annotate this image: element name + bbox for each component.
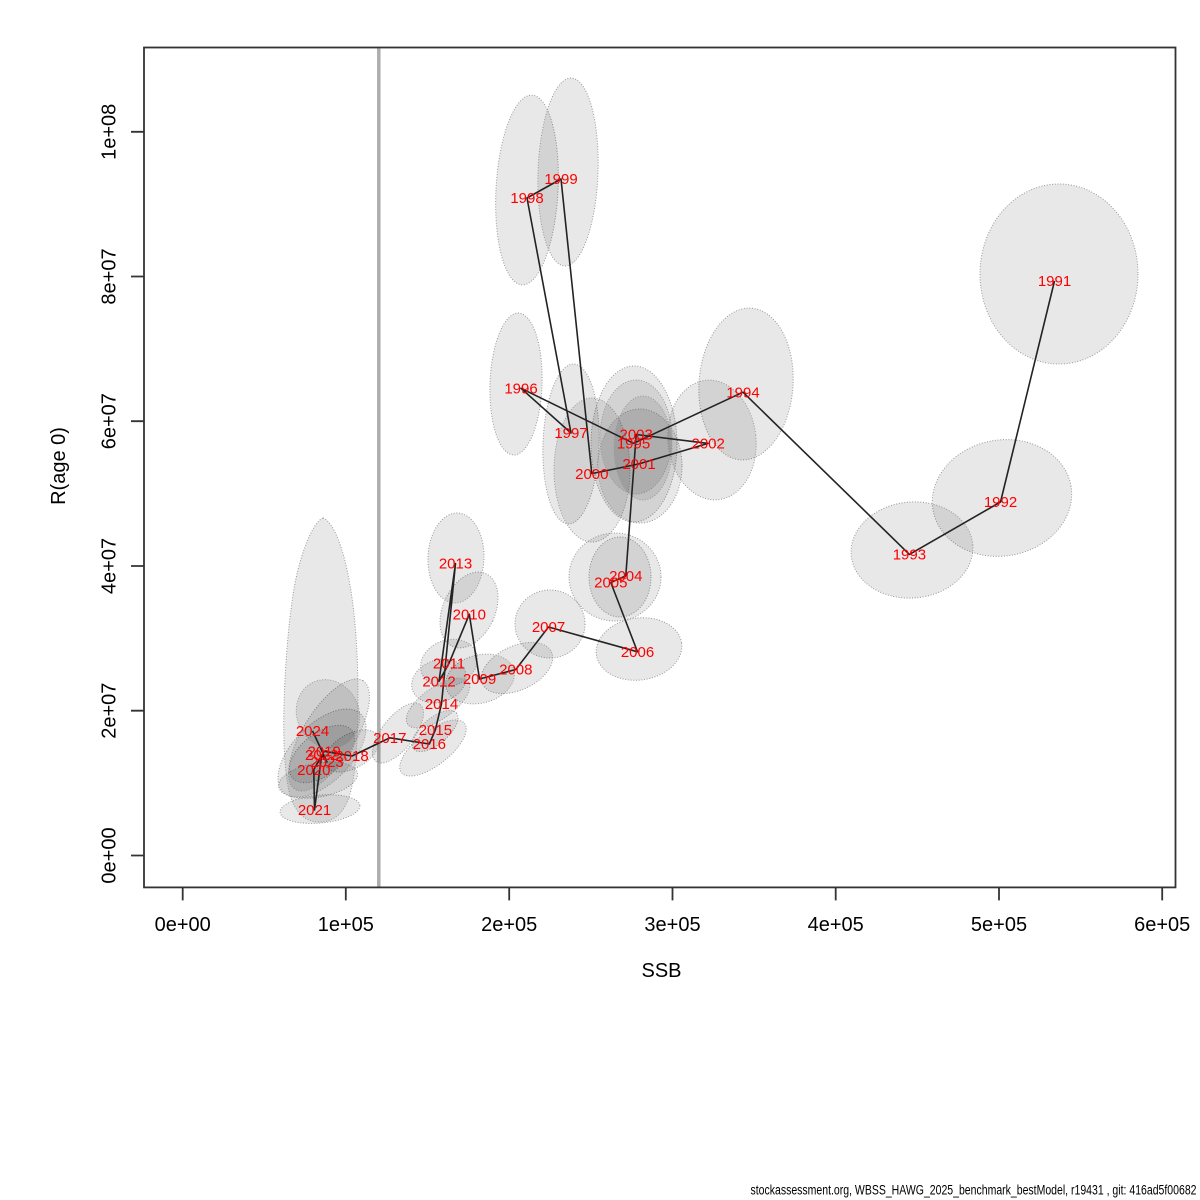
svg-text:1998: 1998: [510, 190, 543, 207]
svg-text:2020: 2020: [297, 762, 330, 779]
svg-text:2e+05: 2e+05: [481, 914, 537, 936]
svg-text:2010: 2010: [453, 607, 486, 624]
svg-text:2003: 2003: [620, 427, 653, 444]
svg-text:6e+05: 6e+05: [1134, 914, 1190, 936]
svg-text:2006: 2006: [621, 644, 654, 661]
svg-text:stockassessment.org, WBSS_HAWG: stockassessment.org, WBSS_HAWG_2025_benc…: [751, 1183, 1197, 1198]
svg-text:1e+05: 1e+05: [318, 914, 374, 936]
svg-text:2016: 2016: [413, 736, 446, 753]
svg-text:2022: 2022: [305, 747, 338, 764]
svg-text:1994: 1994: [726, 384, 759, 401]
svg-text:2005: 2005: [594, 575, 627, 592]
svg-text:2013: 2013: [439, 556, 472, 573]
svg-text:2014: 2014: [425, 696, 458, 713]
svg-text:2000: 2000: [575, 466, 608, 483]
svg-text:6e+07: 6e+07: [99, 393, 121, 449]
svg-text:1997: 1997: [554, 425, 587, 442]
svg-text:2011: 2011: [433, 656, 465, 673]
svg-text:2008: 2008: [499, 662, 532, 679]
svg-text:1991: 1991: [1038, 273, 1071, 290]
svg-text:2018: 2018: [335, 748, 368, 765]
svg-text:2021: 2021: [298, 802, 331, 819]
svg-text:4e+07: 4e+07: [99, 538, 121, 594]
svg-text:1996: 1996: [504, 381, 537, 398]
svg-text:2015: 2015: [419, 722, 452, 739]
svg-text:2023: 2023: [310, 754, 343, 771]
svg-text:R(age 0): R(age 0): [48, 427, 70, 505]
svg-text:1999: 1999: [544, 171, 577, 188]
svg-text:2024: 2024: [296, 723, 329, 740]
svg-text:0e+00: 0e+00: [99, 827, 121, 883]
svg-text:1992: 1992: [984, 494, 1017, 511]
svg-text:4e+05: 4e+05: [808, 914, 864, 936]
svg-text:1e+08: 1e+08: [99, 104, 121, 160]
svg-text:2019: 2019: [308, 744, 341, 761]
svg-text:2001: 2001: [622, 456, 655, 473]
svg-text:2004: 2004: [609, 568, 642, 585]
svg-text:1993: 1993: [893, 547, 926, 564]
svg-text:2002: 2002: [692, 436, 725, 453]
svg-text:3e+05: 3e+05: [644, 914, 700, 936]
svg-text:2007: 2007: [532, 619, 565, 636]
svg-text:1995: 1995: [617, 436, 650, 453]
svg-text:2012: 2012: [422, 674, 455, 691]
svg-text:2009: 2009: [463, 671, 496, 688]
svg-text:8e+07: 8e+07: [99, 248, 121, 304]
svg-text:5e+05: 5e+05: [971, 914, 1027, 936]
svg-text:2e+07: 2e+07: [99, 683, 121, 739]
svg-text:SSB: SSB: [641, 960, 681, 982]
svg-text:2017: 2017: [373, 730, 406, 747]
svg-text:0e+00: 0e+00: [155, 914, 211, 936]
